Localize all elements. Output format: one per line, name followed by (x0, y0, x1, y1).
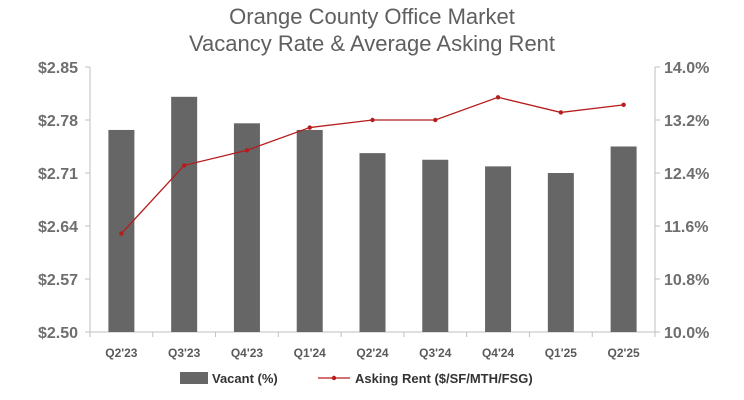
point-asking-rent (181, 163, 187, 168)
bar-vacant (610, 146, 637, 332)
right-tick-label: 11.6% (664, 219, 708, 236)
legend-label-vacant: Vacant (%) (212, 371, 278, 386)
x-tick-label: Q3'24 (419, 346, 452, 360)
left-tick-label: $2.78 (38, 113, 78, 130)
right-tick-label: 13.2% (664, 113, 709, 130)
legend-marker-asking-rent (331, 375, 337, 381)
left-tick-label: $2.71 (38, 166, 78, 183)
chart-title-line-2: Vacancy Rate & Average Asking Rent (189, 31, 555, 56)
bar-vacant (422, 159, 449, 332)
point-asking-rent (621, 102, 626, 108)
x-tick-label: Q4'24 (482, 346, 515, 360)
legend-swatch-vacant (180, 372, 208, 384)
point-asking-rent (433, 117, 438, 123)
right-tick-label: 12.4% (664, 166, 709, 183)
left-tick-label: $2.50 (38, 325, 78, 342)
x-tick-label: Q4'23 (231, 346, 264, 360)
plot-area: $2.50 $2.57 $2.64 $2.71 $2.78 $2.85 10.0% 10.8%… (38, 60, 709, 360)
x-tick-label: Q1'25 (545, 346, 578, 360)
bar-vacant (547, 173, 574, 332)
x-tick-label: Q2'23 (105, 346, 138, 360)
legend: Vacant (%) Asking Rent ($/SF/MTH/FSG) (180, 371, 533, 386)
point-asking-rent (244, 148, 250, 153)
point-asking-rent (119, 231, 124, 236)
left-tick-label: $2.64 (38, 219, 78, 236)
right-tick-label: 10.8% (664, 272, 709, 289)
bar-vacant (485, 166, 512, 332)
bar-vacant (233, 123, 260, 332)
bar-vacant (296, 129, 323, 332)
right-tick-label: 14.0% (664, 60, 709, 77)
left-tick-label: $2.85 (38, 60, 78, 77)
point-asking-rent (495, 95, 501, 100)
right-tick-label: 10.0% (664, 325, 709, 342)
bar-vacant (108, 129, 135, 332)
left-tick-label: $2.57 (38, 272, 78, 289)
legend-label-asking-rent: Asking Rent ($/SF/MTH/FSG) (355, 371, 533, 386)
x-tick-label: Q3'23 (168, 346, 201, 360)
bar-vacant (359, 153, 386, 332)
x-tick-label: Q2'24 (356, 346, 389, 360)
bar-vacant (171, 96, 198, 332)
x-tick-label: Q1'24 (294, 346, 327, 360)
point-asking-rent (370, 117, 375, 123)
chart-title-line-1: Orange County Office Market (229, 4, 515, 29)
x-tick-label: Q2'25 (608, 346, 641, 360)
point-asking-rent (307, 125, 312, 130)
point-asking-rent (558, 110, 564, 115)
